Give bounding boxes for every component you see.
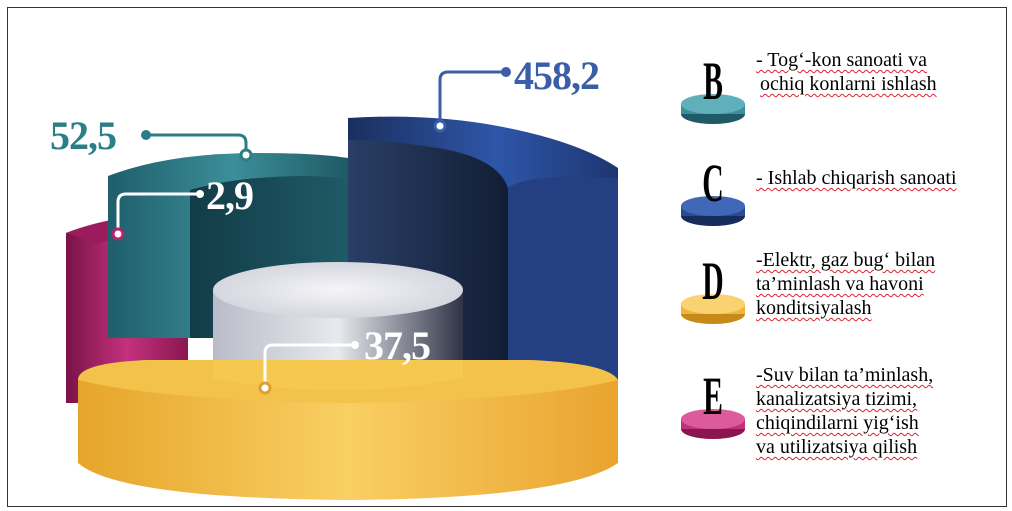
marker-b xyxy=(239,148,253,162)
marker-e xyxy=(111,227,125,241)
legend-e-line-2: kanalizatsiya tizimi, xyxy=(756,388,918,410)
legend-text-b: - Tog‘-kon sanoati va ochiq konlarni ish… xyxy=(756,48,1006,96)
legend-e-line-3: chiqindilarni yig‘ish xyxy=(756,412,919,434)
badge-e-icon xyxy=(681,409,745,439)
connector-b xyxy=(144,133,248,155)
badge-b-letter: B xyxy=(703,51,723,111)
legend-text-d: -Elektr, gaz bug‘ bilan ta’minlash va ha… xyxy=(756,248,1006,320)
legend-b-line-1: - Tog‘-kon sanoati va xyxy=(756,49,927,71)
badge-c-icon xyxy=(681,196,745,226)
legend-b-line-2: ochiq konlarni ishlash xyxy=(760,73,937,95)
connector-d xyxy=(263,343,357,388)
marker-c xyxy=(433,119,447,133)
value-label-c: 458,2 xyxy=(514,53,600,98)
badge-e-letter: E xyxy=(703,366,723,426)
legend-d-line-1: -Elektr, gaz bug‘ bilan xyxy=(756,249,936,271)
badge-b-icon xyxy=(681,94,745,124)
legend-item-d: D -Elektr, gaz bug‘ bilan ta’minlash va … xyxy=(668,248,1008,338)
value-label-e: 2,9 xyxy=(206,173,254,218)
legend-d-line-2: ta’minlash va havoni xyxy=(756,273,924,295)
badge-d-letter: D xyxy=(702,251,724,311)
legend-e-line-4: va utilizatsiya qilish xyxy=(756,436,918,458)
ring-chart xyxy=(66,67,618,500)
legend-d-line-3: konditsiyalash xyxy=(756,297,872,319)
connector-e xyxy=(116,192,202,234)
connector-c xyxy=(438,70,508,126)
segment-d xyxy=(78,360,618,500)
chart-frame: 52,5 458,2 2,9 37,5 B - Tog‘-kon sanoati… xyxy=(7,7,1007,507)
legend-item-c: C - Ishlab chiqarish sanoati xyxy=(668,150,1008,240)
value-label-b: 52,5 xyxy=(50,113,117,158)
value-label-d: 37,5 xyxy=(364,323,431,368)
badge-c-letter: C xyxy=(702,153,724,213)
legend-c-line-1: - Ishlab chiqarish sanoati xyxy=(756,167,957,189)
badge-d-icon xyxy=(681,294,745,324)
legend-item-e: E -Suv bilan ta’minlash, kanalizatsiya t… xyxy=(668,363,1008,473)
legend-item-b: B - Tog‘-kon sanoati va ochiq konlarni i… xyxy=(668,48,1008,138)
legend-e-line-1: -Suv bilan ta’minlash, xyxy=(756,364,934,386)
legend-text-e: -Suv bilan ta’minlash, kanalizatsiya tiz… xyxy=(756,363,1006,459)
legend-text-c: - Ishlab chiqarish sanoati xyxy=(756,166,1006,190)
marker-d xyxy=(258,381,272,395)
